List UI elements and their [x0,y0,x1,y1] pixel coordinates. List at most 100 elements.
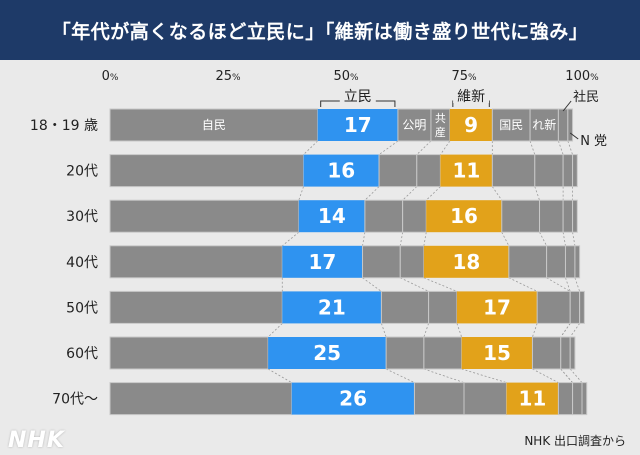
connector-line [534,186,540,201]
inline-party-label-dpfp: 国民 [499,118,523,132]
connector-line [362,232,366,246]
row-label: 70代〜 [52,392,98,408]
bar-segment-nhk [579,290,585,324]
bar-value-label-cdp: 25 [313,341,341,365]
inline-party-label-jcp: 産 [435,126,446,139]
connector-line [491,186,503,201]
connector-line [558,140,564,155]
bar-segment-komei [362,245,401,279]
connector-line [532,323,538,338]
connector-line [298,186,304,201]
connector-line [532,368,559,383]
bar-segment-dpfp [557,382,574,416]
x-tick-label: 50% [333,69,359,84]
bar-segment-komei [380,290,430,324]
bar-value-label-cdp: 21 [318,295,346,319]
connector-line [378,140,399,155]
bar-value-label-cdp: 17 [308,250,336,274]
bar-value-label-cdp: 26 [339,387,367,411]
connector-line [267,323,283,338]
connector-line [400,277,429,292]
connector-line [303,140,318,155]
bar-value-label-ishin: 15 [483,341,511,365]
x-tick-label: 25% [215,69,241,84]
connector-line [425,186,441,201]
bar-segment-sdp [562,154,574,188]
bar-segment-cdp [291,382,415,415]
row-label: 18・19 歳 [30,118,98,134]
bar-segment-komei [378,154,418,188]
bar-segment-nhk [569,336,576,370]
bar-segment-ldp [109,382,293,416]
connector-line [560,323,571,338]
inline-party-label-komei: 公明 [402,118,426,132]
bar-segment-dpfp [491,154,536,188]
connector-line [539,232,547,246]
bar-segment-ishin [456,291,538,324]
inline-party-label-reiwa: れ新 [532,117,556,132]
callout-line-nhk [569,132,579,140]
bar-segment-sdp [562,199,574,233]
bar-segment-komei [397,108,432,142]
bar-segment-jcp [416,154,441,188]
connector-line [574,277,581,292]
callout-label-ishin: 維新 [457,89,485,105]
bar-segment-cdp [282,245,363,278]
bar-segment-ishin [449,109,493,141]
connector-line [267,368,292,383]
bar-value-label-cdp: 16 [327,159,355,183]
connector-line [381,323,387,338]
bar-segment-dpfp [491,108,531,142]
bar-segment-nhk [567,108,574,142]
connector-line [416,140,432,155]
bar-segment-jcp [423,336,463,370]
connector-line [364,186,380,201]
bar-value-label-ishin: 9 [464,113,478,137]
connector-line [440,140,451,155]
bar-segment-dpfp [501,199,541,233]
callout-label-cdp: 立民 [344,89,372,105]
bar-segment-nhk [581,382,588,416]
bar-segment-ldp [109,245,283,279]
bar-segment-ishin [461,337,533,369]
connector-line [402,186,418,201]
bar-segment-jcp [402,199,427,233]
bar-segment-nhk [572,154,578,188]
bar-segment-jcp [463,382,507,416]
bar-segment-reiwa [539,199,564,233]
connector-line [501,232,510,246]
bar-segment-jcp [399,245,425,279]
bar-segment-sdp [557,108,569,142]
connector-line [572,232,576,246]
connector-line [529,140,536,155]
connector-line [423,232,427,246]
bar-segment-cdp [298,200,365,233]
connector-line [399,232,404,246]
bar-segment-sdp [572,382,583,416]
connector-line [282,231,300,247]
connector-line [423,368,465,383]
chart-title: 「年代が高くなるほど立民に」「維新は働き盛り世代に強み」 [0,0,640,60]
connector-line [567,140,573,155]
bar-value-label-ishin: 17 [483,295,511,319]
bar-segment-ldp [109,336,269,370]
connector-line [560,368,573,383]
connector-line [565,277,571,292]
callout-label-sdp: 社民 [573,89,599,105]
callout-line-sdp [562,100,572,112]
bar-value-label-cdp: 17 [344,113,372,137]
bar-segment-komei [364,199,404,233]
bar-segment-ldp [109,154,305,188]
row-label: 50代 [66,300,98,316]
bar-segment-reiwa [546,245,566,279]
row-label: 20代 [66,164,98,180]
bar-segment-ishin [506,382,559,415]
connector-line [569,323,580,338]
bar-segment-sdp [564,245,576,279]
row-label: 40代 [66,255,98,271]
bar-value-label-ishin: 11 [452,159,480,183]
bar-segment-cdp [303,154,380,187]
bar-segment-reiwa [529,108,559,142]
bar-segment-nhk [574,245,581,279]
bar-segment-ldp [109,290,283,324]
